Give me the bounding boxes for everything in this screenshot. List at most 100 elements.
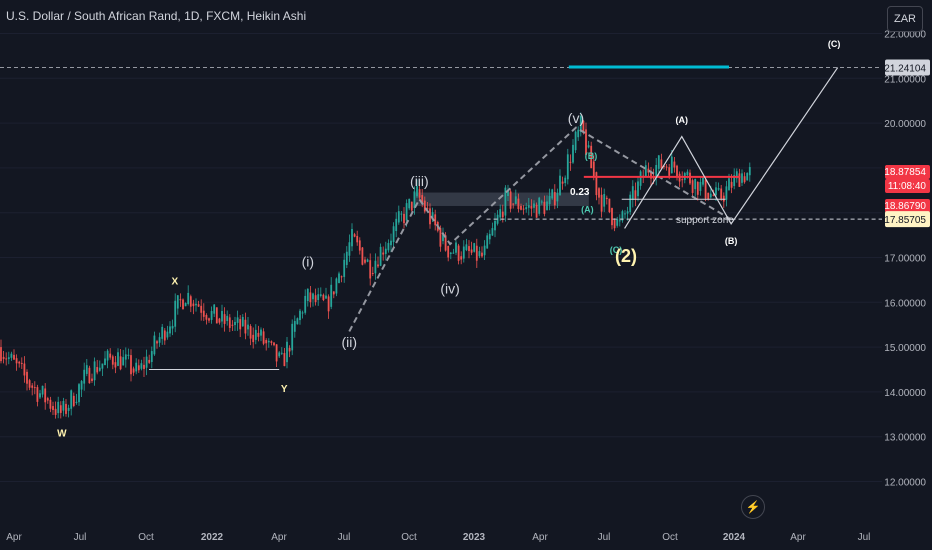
candle-body xyxy=(85,365,88,374)
candle-body xyxy=(83,369,86,384)
candle-body xyxy=(46,398,49,401)
candle-body xyxy=(130,355,132,375)
candle-body xyxy=(59,405,62,413)
candle-body xyxy=(299,310,301,321)
candle-body xyxy=(104,358,106,366)
time-tick-label: 2022 xyxy=(201,532,224,543)
candle-body xyxy=(644,165,647,177)
price-scale-panel xyxy=(882,0,932,528)
price-tick-label: 22.00000 xyxy=(884,30,926,41)
candle-body xyxy=(280,352,283,354)
candle-body xyxy=(293,321,296,332)
candle-body xyxy=(647,168,650,173)
candle-body xyxy=(119,356,122,370)
candle-body xyxy=(41,385,44,395)
candle-body xyxy=(741,173,743,183)
candle-body xyxy=(140,363,143,369)
currency-button[interactable]: ZAR xyxy=(887,6,923,32)
candle-body xyxy=(390,240,392,246)
candle-body xyxy=(327,296,330,312)
candle-body xyxy=(114,362,117,368)
candle-body xyxy=(252,334,255,343)
candle-body xyxy=(361,247,364,265)
candle-body xyxy=(28,380,31,388)
candle-body xyxy=(158,337,161,343)
candle-body xyxy=(304,295,307,313)
candle-body xyxy=(156,341,158,344)
candle-body xyxy=(444,235,447,251)
candle-body xyxy=(709,193,712,198)
candle-body xyxy=(80,381,83,390)
candle-body xyxy=(465,244,468,251)
candle-body xyxy=(88,367,91,384)
candle-body xyxy=(395,218,398,232)
candle-body xyxy=(36,387,39,402)
candle-body xyxy=(462,246,465,259)
candle-body xyxy=(496,214,499,224)
time-tick-label: Apr xyxy=(6,532,22,543)
candle-body xyxy=(262,331,265,344)
candle-body xyxy=(483,245,486,256)
time-tick-label: Jul xyxy=(338,532,351,543)
candle-body xyxy=(434,214,437,226)
candle-body xyxy=(291,323,294,351)
candle-body xyxy=(514,196,517,204)
candle-body xyxy=(67,407,70,411)
candle-body xyxy=(566,154,569,180)
candle-body xyxy=(735,171,738,179)
candle-body xyxy=(345,251,348,265)
candle-body xyxy=(722,195,725,202)
candle-body xyxy=(486,235,489,249)
candle-body xyxy=(600,194,603,212)
target-price-tag: 21.24104 xyxy=(884,64,926,75)
candle-body xyxy=(111,356,114,365)
wave-label: (i) xyxy=(302,253,314,269)
wave-label: (ii) xyxy=(342,334,358,350)
candle-body xyxy=(397,211,400,223)
candle-body xyxy=(629,194,632,212)
candle-body xyxy=(226,315,229,321)
candle-body xyxy=(145,356,148,368)
candle-body xyxy=(15,358,18,364)
candle-body xyxy=(548,196,551,205)
time-tick-label: Oct xyxy=(401,532,417,543)
wave-label: (A) xyxy=(676,115,689,125)
candle-body xyxy=(236,317,239,323)
candle-body xyxy=(44,388,47,403)
price-tick-label: 16.00000 xyxy=(884,298,926,309)
candle-body xyxy=(611,208,613,226)
candle-body xyxy=(403,213,405,224)
candle-body xyxy=(598,188,600,198)
price-tick-label: 20.00000 xyxy=(884,119,926,130)
candle-body xyxy=(522,208,525,210)
candle-body xyxy=(254,329,257,340)
candle-body xyxy=(473,243,476,252)
time-tick-label: Jul xyxy=(858,532,871,543)
candle-body xyxy=(501,211,504,218)
candle-body xyxy=(512,203,515,205)
candle-body xyxy=(332,291,335,295)
price-tick-label: 12.00000 xyxy=(884,478,926,489)
candle-body xyxy=(699,181,702,191)
lightning-bolt-icon[interactable]: ⚡ xyxy=(741,495,765,519)
candle-body xyxy=(234,321,236,326)
wave-label: (C) xyxy=(828,39,841,49)
candle-body xyxy=(171,325,174,329)
countdown-tag: 11:08:40 xyxy=(888,181,927,192)
candle-body xyxy=(543,201,546,214)
candle-body xyxy=(39,393,41,398)
candle-body xyxy=(202,310,205,317)
candle-body xyxy=(163,330,166,341)
candle-body xyxy=(715,187,717,196)
candle-body xyxy=(330,284,333,307)
candle-body xyxy=(296,318,299,325)
candle-body xyxy=(358,240,361,251)
candle-body xyxy=(452,252,455,254)
candle-body xyxy=(148,359,151,363)
candle-body xyxy=(5,358,8,360)
candle-body xyxy=(265,340,268,344)
candle-body xyxy=(283,353,286,367)
candle-body xyxy=(7,357,10,360)
wave-label: (v) xyxy=(568,110,584,126)
